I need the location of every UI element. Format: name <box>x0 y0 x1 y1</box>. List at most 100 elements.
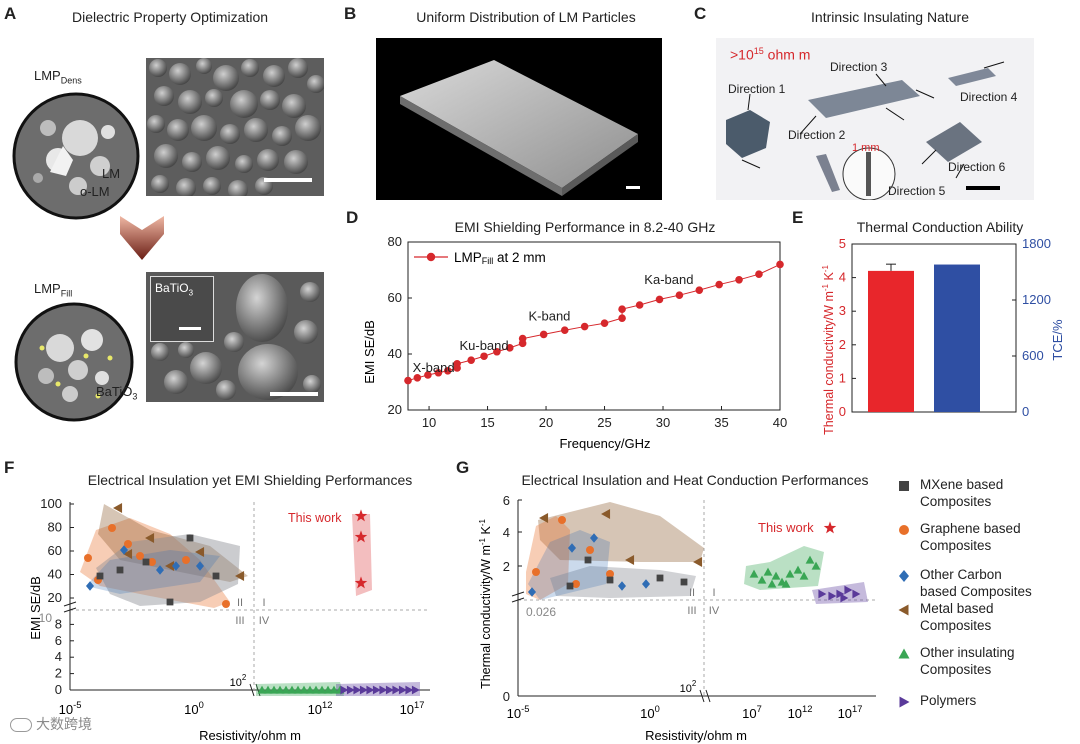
chart-f-ybreak <box>63 601 77 613</box>
chart-g-polymer-point <box>844 585 853 595</box>
chart-g-polymer-point <box>828 591 837 601</box>
panel-g-letter: G <box>456 458 470 477</box>
batio3-label: BaTiO3 <box>96 384 138 402</box>
chart-g-xtick-label: 1012 <box>788 704 813 721</box>
chart-d-point <box>618 314 626 322</box>
chart-g-quadrant-label: III <box>687 605 696 617</box>
chart-f-xtick-label: 1017 <box>400 700 425 717</box>
chart-f-graphene-point <box>148 558 156 566</box>
chart-f-graphene-point <box>124 540 132 548</box>
chart-f-xlabel: Resistivity/ohm m <box>199 728 301 743</box>
legend-label: Other insulating Composites <box>920 644 1015 678</box>
batio3-inset-label: BaTiO3 <box>155 281 194 298</box>
legend-marker <box>898 648 910 659</box>
chart-f-break-label: 10 <box>39 611 53 625</box>
chart-f-insulating-point <box>317 685 327 694</box>
chart-f-ytick-lower-label: 6 <box>55 633 62 648</box>
chart-d-xtick-label: 30 <box>656 415 670 430</box>
chart-d-ytick-label: 40 <box>388 346 402 361</box>
chart-f-polymer-point <box>340 685 349 695</box>
chart-d-band-label: K-band <box>528 308 570 323</box>
legend-label-line: Metal based <box>920 601 994 616</box>
chart-f-ytick-upper-label: 20 <box>48 590 62 605</box>
chart-d-point <box>505 344 514 352</box>
panel-c-title: Intrinsic Insulating Nature <box>811 9 969 25</box>
chart-f-metal-point <box>123 549 133 559</box>
chart-e-ytick-left-label: 4 <box>839 270 846 285</box>
chart-e-ytick-right-label: 1800 <box>1022 236 1051 251</box>
chart-f-mxene-point <box>186 534 194 542</box>
chart-f-polymer-point <box>385 685 394 695</box>
legend-label: Graphene based Composites <box>920 520 1021 554</box>
chart-f-thiswork-label: This work <box>288 511 342 525</box>
chart-f-metal-point <box>165 561 175 571</box>
chart-f-polymer-point <box>379 685 388 695</box>
legend-marker <box>899 481 909 491</box>
chart-d-ytick-label: 60 <box>388 290 402 305</box>
chart-g-metal-region <box>538 502 704 562</box>
chart-e-ytick-left-label: 3 <box>839 303 846 318</box>
chart-d-legend: LMPFill at 2 mm <box>414 250 546 266</box>
chart-d-xtick-label: 25 <box>597 415 611 430</box>
chart-f-insulating-point <box>281 685 291 694</box>
chart-f-ytick-upper-label: 100 <box>40 496 62 511</box>
legend-label-line: Graphene based <box>920 521 1021 536</box>
chart-d-legend-text: LMPFill at 2 mm <box>454 250 546 266</box>
chart-g-mxene-point <box>680 578 688 586</box>
panel-a-letter: A <box>4 4 17 23</box>
panel-g-title: Electrical Insulation and Heat Conductio… <box>521 472 869 488</box>
chart-f-metal-point <box>145 533 155 543</box>
chart-f-mxene-point <box>166 598 174 606</box>
chart-d-band-label: X-band <box>413 360 455 375</box>
chart-d-point <box>434 368 443 377</box>
legend-label-line: Polymers <box>920 693 977 708</box>
chart-d-xtick-label: 20 <box>539 415 553 430</box>
legend-label: Other Carbon based Composites <box>920 566 1032 600</box>
chart-f-ytick-lower-label: 4 <box>55 649 62 664</box>
sem-image-dens <box>146 58 324 196</box>
chart-e-bar-thermal <box>868 270 914 412</box>
lmp-dens-label: LMPDens <box>34 68 82 86</box>
chart-d-band-label: Ka-band <box>644 272 693 287</box>
chart-e-ytick-left-label: 5 <box>839 236 846 251</box>
chart-f-ytick-upper-label: 80 <box>48 520 62 535</box>
legend-marker <box>898 604 909 616</box>
chart-d-series-line <box>407 263 781 382</box>
chart-f-mxene-point <box>116 566 124 574</box>
chart-e-ytick-left-label: 0 <box>839 404 846 419</box>
chart-g-mxene-region <box>550 566 696 598</box>
chart-g-insulating-point <box>749 569 759 578</box>
chart-e-bar-tce <box>934 264 980 412</box>
chart-f-insulating-point <box>257 685 267 694</box>
legend-marker-icon <box>899 525 909 535</box>
chart-f-ytick-lower-label: 8 <box>55 616 62 631</box>
chart-d-point <box>539 330 548 339</box>
chart-d-xtick-label: 15 <box>480 415 494 430</box>
legend-label: Metal based Composites <box>920 600 994 634</box>
category-legend: MXene based Composites Graphene based Compo… <box>896 474 1080 724</box>
chart-g-insulating-point <box>785 569 795 578</box>
resistivity-note: >1015 ohm m <box>730 46 811 63</box>
chart-g-graphene-point <box>586 546 594 554</box>
arrow-down-icon <box>120 216 164 260</box>
chart-d-point <box>755 270 763 278</box>
chart-f-graphene-point <box>136 552 144 560</box>
chart-g-insulating-point <box>781 579 791 588</box>
chart-f-insulating-point <box>263 685 273 694</box>
chart-f-metal-point <box>235 571 245 581</box>
direction-3-label: Direction 3 <box>830 60 888 74</box>
chart-g-graphene-point <box>572 580 580 588</box>
chart-f-ytick-lower-label: 2 <box>55 666 62 681</box>
legend-label-line: Other Carbon <box>920 567 1002 582</box>
chart-f-quadrant-label: II <box>237 597 243 609</box>
chart-d-ytick-label: 20 <box>388 402 402 417</box>
chart-f-insulating-point <box>287 685 297 694</box>
chart-g-insulating-point <box>757 575 767 584</box>
legend-label-line: Composites <box>920 662 992 677</box>
direction-1-label: Direction 1 <box>728 82 786 96</box>
watermark-logo-icon <box>10 718 32 733</box>
chart-d-xtick-label: 40 <box>773 415 787 430</box>
chart-f-insulating-point <box>293 685 303 694</box>
direction-2-label: Direction 2 <box>788 128 846 142</box>
chart-g-polymer-point <box>818 589 827 599</box>
